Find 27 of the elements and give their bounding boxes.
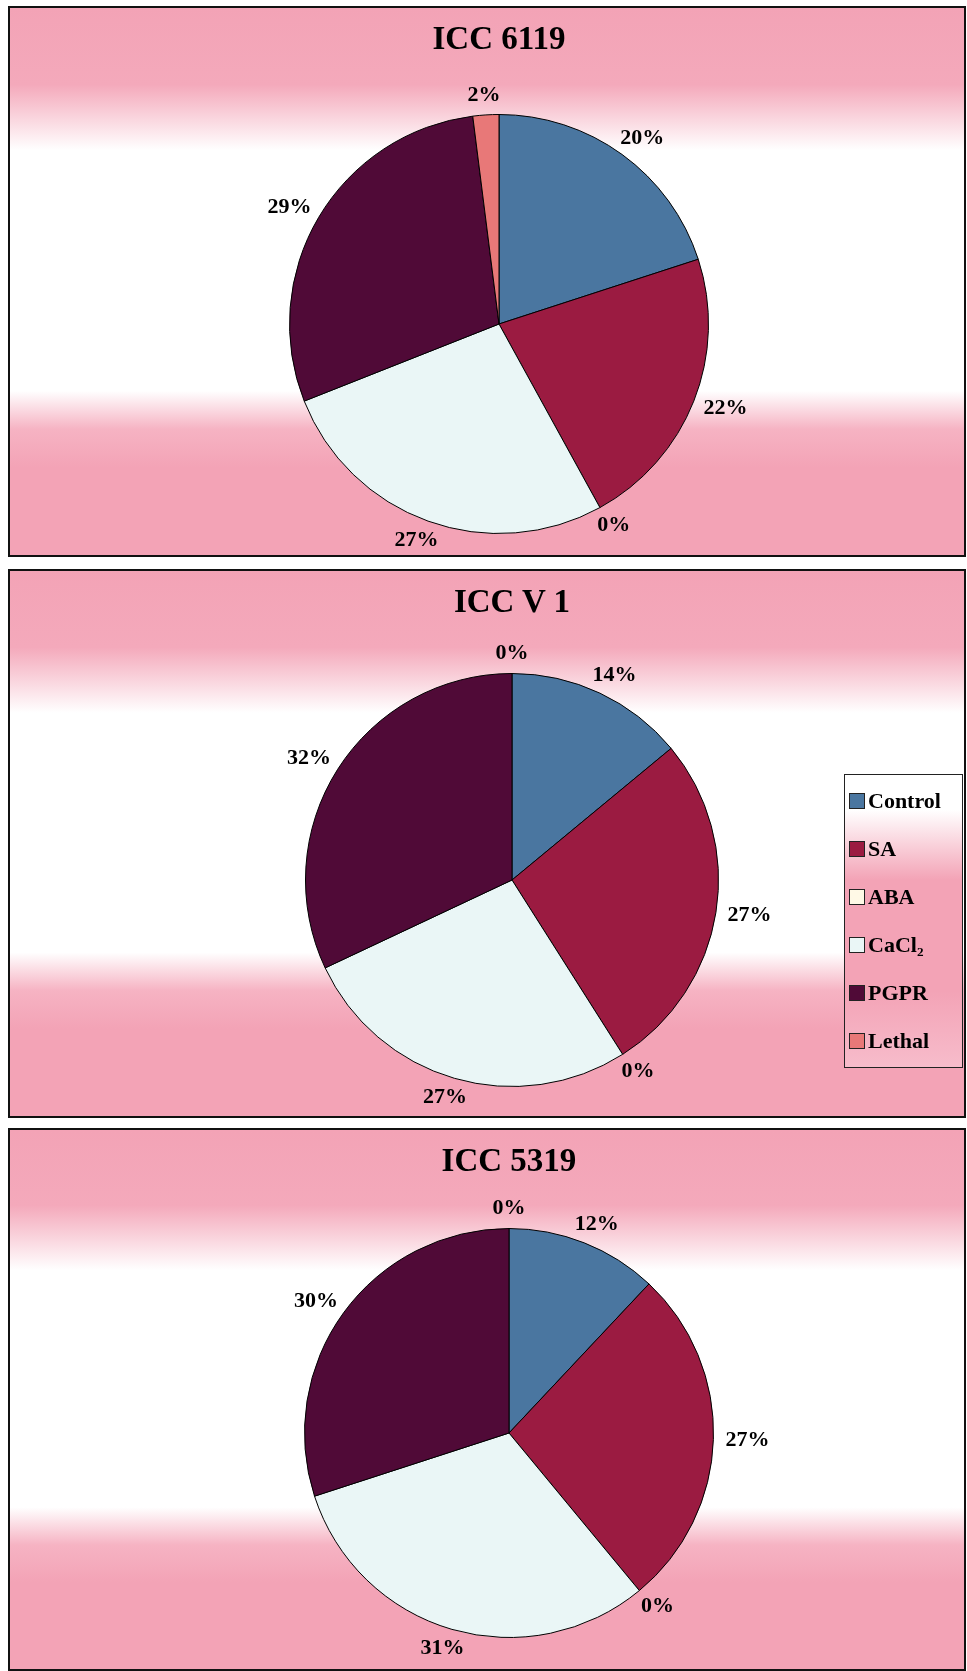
legend-label: PGPR [868,980,928,1006]
chart-title: ICC 6119 [432,19,566,57]
data-label: 12% [574,1209,619,1235]
chart-title: ICC 5319 [441,1141,577,1179]
legend-label: SA [868,836,897,862]
text: 0% [621,1056,655,1082]
data-label: 2% [467,80,501,106]
data-label: 27% [394,525,439,551]
legend-label: CaCl₂ [868,932,924,958]
data-label: 20% [620,124,665,150]
text: 0% [597,510,631,536]
data-label: 31% [420,1634,465,1660]
data-label: 32% [286,744,331,770]
text: 0% [495,639,529,665]
text: 0% [492,1194,526,1220]
legend-label: Lethal [868,1028,930,1054]
legend-label: ABA [868,884,915,910]
data-label: 22% [703,394,748,420]
data-label: 30% [294,1286,339,1312]
chart-title: ICC V 1 [453,582,571,620]
data-label: 29% [267,192,312,218]
text: 0% [641,1591,675,1617]
data-label: 27% [725,1425,770,1451]
data-label: 14% [592,660,637,686]
legend-label: Control [868,788,941,814]
data-label: 27% [422,1083,467,1109]
data-label: 27% [727,901,772,927]
